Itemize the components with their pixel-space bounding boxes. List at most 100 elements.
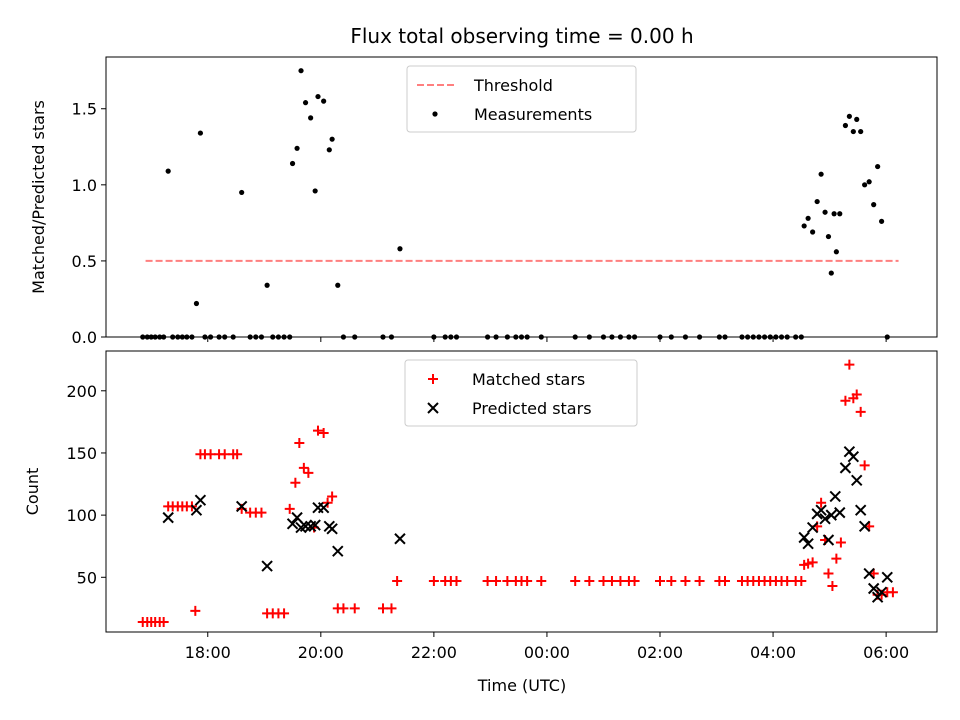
data-point xyxy=(825,509,837,521)
data-point xyxy=(318,428,329,439)
data-point xyxy=(294,145,300,151)
data-point xyxy=(194,494,207,506)
data-point xyxy=(502,576,513,587)
y-axis-label: Matched/Predicted stars xyxy=(29,100,48,294)
data-point xyxy=(261,560,273,572)
axes-frame xyxy=(105,350,938,633)
legend: Threshold Measurements xyxy=(406,65,637,133)
data-point xyxy=(831,211,837,217)
data-point xyxy=(837,211,843,217)
data-point xyxy=(482,576,493,587)
data-point xyxy=(235,500,248,513)
data-point xyxy=(807,557,818,568)
data-point xyxy=(584,576,595,587)
x-axis-label: Time (UTC) xyxy=(477,676,566,695)
data-point xyxy=(805,215,811,221)
data-point xyxy=(219,449,230,460)
data-point xyxy=(165,168,171,174)
data-point xyxy=(851,474,863,487)
data-point xyxy=(338,603,349,614)
data-point xyxy=(312,425,323,436)
data-point xyxy=(335,282,341,288)
data-point xyxy=(312,188,318,194)
legend-box xyxy=(404,359,638,427)
data-point xyxy=(286,518,299,530)
y-tick-label: 0.5 xyxy=(72,252,97,271)
data-point xyxy=(802,538,814,550)
data-point xyxy=(798,531,810,544)
data-point xyxy=(279,608,290,619)
x-tick-label: 06:00 xyxy=(863,643,909,662)
x-tick-label: 20:00 xyxy=(298,643,344,662)
data-point xyxy=(309,519,321,531)
y-tick-label: 1.5 xyxy=(72,100,97,119)
data-point xyxy=(239,189,245,196)
data-point xyxy=(782,576,793,587)
series-predicted-stars xyxy=(162,446,893,603)
data-point xyxy=(317,501,330,514)
data-point xyxy=(158,617,169,628)
y-axis-label: Count xyxy=(23,468,42,516)
data-point xyxy=(303,467,314,478)
legend-label: Matched stars xyxy=(472,370,585,389)
legend-plus-swatch xyxy=(428,374,438,384)
data-point xyxy=(299,520,312,533)
data-point xyxy=(397,246,403,252)
data-point xyxy=(887,587,898,598)
legend-box xyxy=(406,65,637,133)
x-tick-label: 02:00 xyxy=(637,643,683,662)
legend-label: Predicted stars xyxy=(472,399,592,418)
y-tick-label: 50 xyxy=(77,568,97,587)
data-point xyxy=(570,576,581,587)
data-point xyxy=(831,553,842,564)
data-point xyxy=(666,576,677,587)
legend-label: Threshold xyxy=(473,76,553,95)
data-point xyxy=(818,171,824,177)
data-point xyxy=(858,520,871,533)
data-point xyxy=(835,537,846,548)
data-point xyxy=(294,438,305,449)
data-point xyxy=(190,504,203,516)
data-point xyxy=(298,68,304,74)
data-point xyxy=(879,218,885,224)
data-point xyxy=(291,511,303,524)
data-point xyxy=(536,576,547,587)
data-point xyxy=(827,580,838,591)
data-point xyxy=(816,497,827,508)
data-point xyxy=(392,576,403,587)
data-point xyxy=(851,389,862,400)
data-point xyxy=(850,128,856,135)
data-point xyxy=(847,450,860,463)
data-point xyxy=(290,477,301,488)
data-point xyxy=(796,576,807,587)
data-point xyxy=(822,209,828,215)
data-point xyxy=(598,576,609,587)
data-point xyxy=(858,128,864,135)
data-point xyxy=(321,98,327,104)
data-point xyxy=(193,300,200,307)
x-tick-label: 22:00 xyxy=(411,643,457,662)
data-point xyxy=(819,513,831,525)
y-tick-label: 1.0 xyxy=(72,176,97,195)
count-panel: 50 100 150 200 18:00 20:00 22:00 00:00 02:00 04:0… xyxy=(23,350,938,662)
data-point xyxy=(232,449,243,460)
data-point xyxy=(394,533,406,545)
data-point xyxy=(823,568,834,579)
data-point xyxy=(289,160,296,167)
data-point xyxy=(822,534,835,546)
data-point xyxy=(806,521,819,534)
y-tick-label: 0.0 xyxy=(72,328,97,347)
data-point xyxy=(315,93,321,100)
x-tick-label: 04:00 xyxy=(750,643,796,662)
data-point xyxy=(833,249,839,255)
data-point xyxy=(866,179,872,185)
axes-frame xyxy=(105,56,938,338)
data-point xyxy=(655,576,665,587)
data-point xyxy=(854,116,860,122)
legend-dot-swatch xyxy=(432,111,438,117)
data-point xyxy=(839,462,852,474)
data-point xyxy=(205,449,216,460)
y-tick-label: 200 xyxy=(66,382,97,401)
data-point xyxy=(302,100,309,106)
